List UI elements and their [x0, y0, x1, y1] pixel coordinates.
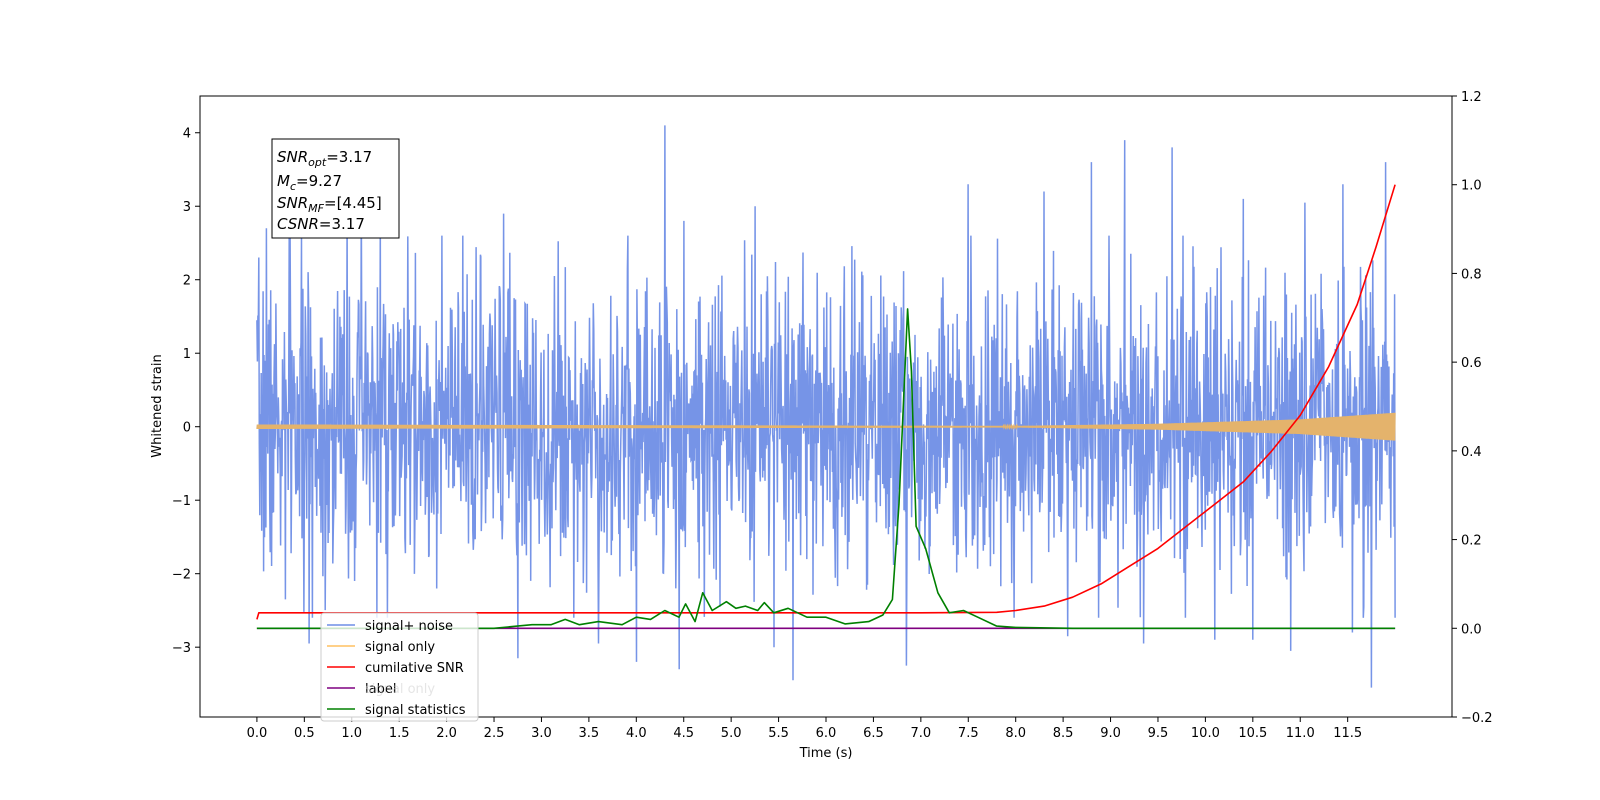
x-tick-label: 2.5	[484, 726, 505, 741]
x-tick-label: 11.5	[1333, 726, 1362, 741]
x-tick-label: 0.0	[247, 726, 268, 741]
y-tick-label: 0	[183, 421, 191, 436]
legend-label-signal-statistics: signal statistics	[365, 703, 466, 718]
legend-label-signal-noise: signal+ noise	[365, 619, 453, 634]
annotation-line-snr-opt: SNRopt=3.17	[277, 148, 372, 169]
annotation-symbol: SNR	[277, 148, 308, 166]
x-tick-label: 5.0	[721, 726, 742, 741]
y2-tick-label: 1.0	[1461, 179, 1482, 194]
y2-tick-label: 0.4	[1461, 445, 1482, 460]
plot-area	[256, 125, 1396, 688]
annotation-symbol: SNR	[277, 194, 308, 212]
x-tick-label: 0.5	[294, 726, 315, 741]
y-tick-label: −1	[172, 494, 191, 509]
y2-tick-label: −0.2	[1461, 711, 1493, 726]
x-tick-label: 7.5	[958, 726, 979, 741]
y2-tick-label: 1.2	[1461, 90, 1482, 105]
x-tick-label: 10.0	[1191, 726, 1220, 741]
legend-label-label: label	[365, 682, 396, 697]
x-tick-label: 4.0	[626, 726, 647, 741]
annotation-value: =[4.45]	[324, 194, 382, 212]
x-tick-label: 3.0	[531, 726, 552, 741]
y2-tick-label: 0.2	[1461, 534, 1482, 549]
series-signal-noise	[256, 125, 1396, 688]
x-tick-label: 6.5	[863, 726, 884, 741]
y-tick-label: 3	[183, 200, 191, 215]
annotation-subscript: opt	[308, 156, 327, 169]
x-tick-label: 10.5	[1238, 726, 1267, 741]
x-tick-label: 9.0	[1100, 726, 1121, 741]
y-tick-label: 2	[183, 274, 191, 289]
x-axis-label: Time (s)	[799, 746, 853, 761]
series-signal-only	[256, 412, 1396, 441]
annotation-symbol: M	[277, 172, 290, 190]
legend: signal+ noise signal only cumilative SNR…	[320, 612, 479, 722]
annotation-symbol: CSNR	[277, 215, 319, 233]
x-tick-label: 11.0	[1286, 726, 1315, 741]
y2-tick-label: 0.0	[1461, 622, 1482, 637]
x-tick-label: 2.0	[436, 726, 457, 741]
y2-axis-ticks: 1.2 1.0 0.8 0.6 0.4 0.2 0.0 −0.2	[1452, 90, 1493, 726]
annotation-line-mc: Mc=9.27	[277, 172, 342, 193]
series-cumilative-snr	[256, 184, 1396, 620]
y2-tick-label: 0.6	[1461, 356, 1482, 371]
x-tick-label: 4.5	[673, 726, 694, 741]
annotation-value: =9.27	[296, 172, 342, 190]
y-tick-label: −3	[172, 641, 191, 656]
x-tick-label: 9.5	[1148, 726, 1169, 741]
annotation-subscript: c	[290, 180, 296, 193]
y-tick-label: 1	[183, 347, 191, 362]
annotation-box: SNRopt=3.17 Mc=9.27 SNRMF=[4.45] CSNR=3.…	[271, 138, 400, 239]
annotation-line-snr-mf: SNRMF=[4.45]	[277, 194, 382, 215]
series-signal-statistics	[256, 308, 1396, 630]
legend-label-signal-only: signal only	[365, 640, 435, 655]
y2-tick-label: 0.8	[1461, 267, 1482, 282]
annotation-frame	[271, 138, 400, 239]
annotation-subscript: MF	[308, 202, 324, 215]
x-tick-label: 5.5	[768, 726, 789, 741]
x-tick-label: 1.0	[341, 726, 362, 741]
x-tick-label: 3.5	[579, 726, 600, 741]
y-axis-ticks: 4 3 2 1 0 −1 −2 −3	[172, 127, 200, 656]
legend-label-cumulative-snr: cumilative SNR	[365, 661, 464, 676]
y-axis-label: Whitened strain	[150, 354, 165, 457]
y-tick-label: −2	[172, 568, 191, 583]
x-axis-ticks: 0.0 0.5 1.0 1.5 2.0 2.5 3.0 3.5 4.0 4.5 5.0 5.5 6.0 6…	[247, 717, 1362, 741]
annotation-line-csnr: CSNR=3.17	[277, 215, 365, 233]
annotation-value: =3.17	[326, 148, 372, 166]
x-tick-label: 1.5	[389, 726, 410, 741]
y-tick-label: 4	[183, 127, 191, 142]
x-tick-label: 7.0	[911, 726, 932, 741]
x-tick-label: 8.5	[1053, 726, 1074, 741]
x-tick-label: 8.0	[1005, 726, 1026, 741]
annotation-value: =3.17	[319, 215, 365, 233]
x-tick-label: 6.0	[816, 726, 837, 741]
legend-hidden-signal-only: signal only	[365, 682, 435, 697]
legend-frame	[320, 612, 479, 722]
